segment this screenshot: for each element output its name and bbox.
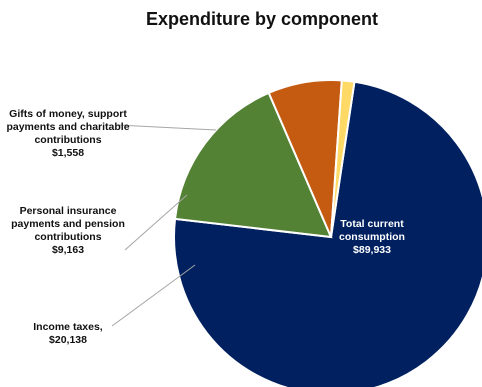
slice-name-line: payments and pension bbox=[11, 218, 125, 230]
slice-name-line: contributions bbox=[34, 231, 101, 243]
slice-name-line: Gifts of money, support bbox=[9, 108, 127, 120]
slice-name-line: consumption bbox=[339, 231, 405, 243]
slice-name-line: Total current bbox=[340, 218, 404, 230]
label-gifts-of-money: Gifts of money, support payments and char… bbox=[6, 108, 129, 159]
slice-value-label: $20,138 bbox=[49, 334, 87, 346]
slice-name-line: Personal insurance bbox=[20, 205, 117, 217]
slice-value-label: $1,558 bbox=[52, 147, 84, 159]
leader-line-label-gifts-of-money bbox=[116, 124, 217, 131]
label-income-taxes: Income taxes, $20,138 bbox=[33, 321, 103, 346]
slice-name-line: contributions bbox=[34, 134, 101, 146]
chart-title: Expenditure by component bbox=[146, 9, 378, 29]
slice-total-current-consumption bbox=[173, 80, 482, 387]
slice-income-taxes bbox=[173, 91, 333, 239]
slice-labels: Total current consumption $89,933 Income ta… bbox=[6, 108, 405, 346]
leader-line-label-income-taxes bbox=[111, 264, 196, 327]
leader-line-label-personal-insurance bbox=[124, 194, 188, 251]
slice-name-line: payments and charitable bbox=[6, 121, 129, 133]
label-personal-insurance: Personal insurance payments and pension co… bbox=[11, 205, 125, 256]
leader-lines bbox=[111, 124, 217, 327]
pie-slices bbox=[173, 79, 482, 387]
label-total-current-consumption: Total current consumption $89,933 bbox=[339, 218, 405, 256]
slice-value-label: $9,163 bbox=[52, 244, 84, 256]
slice-value-label: $89,933 bbox=[353, 244, 391, 256]
slice-gifts-of-money bbox=[330, 79, 356, 238]
slice-name-line: Income taxes, bbox=[33, 321, 103, 333]
